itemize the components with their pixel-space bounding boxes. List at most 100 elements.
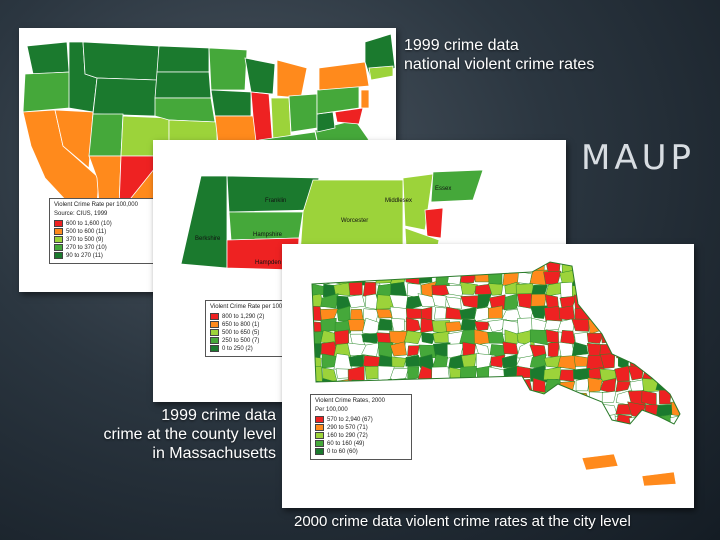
county-legend-count: (2) bbox=[257, 314, 265, 321]
town-polygon bbox=[613, 269, 632, 283]
us-legend-range: 500 to 600 bbox=[66, 229, 95, 236]
town-polygon bbox=[613, 262, 631, 271]
town-polygon bbox=[669, 366, 680, 381]
town-polygon bbox=[589, 427, 602, 440]
town-polygon bbox=[642, 282, 659, 297]
town-polygon bbox=[614, 317, 633, 331]
town-polygon bbox=[670, 270, 680, 287]
state-new-york bbox=[318, 61, 370, 91]
us-legend-count: (10) bbox=[101, 221, 112, 228]
state-iowa bbox=[210, 89, 252, 117]
town-polygon bbox=[459, 281, 478, 295]
town-polygon bbox=[642, 293, 659, 311]
county-label-franklin: Franklin bbox=[265, 198, 287, 204]
town-polygon bbox=[641, 317, 660, 335]
town-polygon bbox=[377, 318, 393, 331]
town-polygon bbox=[669, 296, 680, 309]
town-polygon bbox=[312, 365, 323, 383]
town-polygon bbox=[488, 414, 505, 424]
town-polygon bbox=[460, 402, 479, 417]
town-polygon bbox=[362, 380, 380, 393]
state-wyoming bbox=[92, 77, 158, 117]
town-polygon bbox=[502, 426, 517, 439]
county-legend-range: 250 to 500 bbox=[222, 338, 251, 345]
town-polygon bbox=[405, 308, 423, 320]
town-polygon bbox=[672, 321, 680, 335]
town-polygon bbox=[673, 342, 680, 357]
town-polygon bbox=[669, 262, 680, 274]
town-polygon bbox=[601, 295, 617, 307]
town-polygon bbox=[627, 269, 645, 285]
city-legend-count: (71) bbox=[357, 425, 368, 432]
slide-title: MAUP bbox=[581, 138, 695, 178]
town-polygon bbox=[655, 341, 673, 359]
town-polygon bbox=[544, 282, 563, 297]
state-indiana bbox=[270, 97, 292, 141]
town-polygon bbox=[449, 378, 465, 395]
county-legend-count: (7) bbox=[252, 338, 260, 345]
town-polygon bbox=[559, 381, 576, 394]
town-polygon bbox=[445, 413, 465, 424]
town-polygon bbox=[644, 414, 661, 424]
town-polygon bbox=[459, 269, 478, 284]
city-legend-count: (67) bbox=[362, 417, 373, 424]
town-polygon bbox=[589, 295, 604, 308]
town-polygon bbox=[347, 319, 365, 332]
city-legend-item: 60 to 160 (49) bbox=[315, 440, 407, 448]
town-polygon bbox=[417, 293, 435, 307]
town-polygon bbox=[544, 402, 563, 416]
town-polygon bbox=[312, 321, 324, 333]
town-polygon bbox=[389, 271, 407, 285]
island-nantucket bbox=[641, 471, 677, 487]
county-label-hampshire: Hampshire bbox=[253, 232, 283, 238]
town-polygon bbox=[312, 262, 322, 275]
town-polygon bbox=[516, 426, 533, 438]
town-polygon bbox=[557, 389, 576, 406]
town-polygon bbox=[361, 333, 379, 344]
town-polygon bbox=[488, 366, 507, 382]
town-polygon bbox=[487, 332, 505, 344]
town-polygon bbox=[389, 341, 407, 357]
town-polygon bbox=[445, 262, 463, 275]
town-polygon bbox=[642, 378, 659, 393]
town-polygon bbox=[656, 414, 672, 424]
town-polygon bbox=[673, 284, 680, 298]
town-polygon bbox=[616, 343, 631, 359]
town-polygon bbox=[432, 403, 451, 418]
county-label-worcester: Worcester bbox=[341, 218, 369, 224]
town-polygon bbox=[445, 296, 462, 310]
city-map-panel: Violent Crime Rates, 2000 Per 100,000 57… bbox=[282, 244, 694, 508]
town-polygon bbox=[391, 356, 407, 368]
town-polygon bbox=[515, 378, 533, 394]
town-polygon bbox=[641, 272, 661, 286]
town-polygon bbox=[488, 283, 504, 296]
town-polygon bbox=[504, 329, 520, 345]
us-legend-range: 370 to 500 bbox=[66, 237, 95, 244]
town-polygon bbox=[502, 415, 520, 424]
town-polygon bbox=[530, 305, 548, 319]
town-polygon bbox=[433, 427, 449, 441]
town-polygon bbox=[599, 353, 616, 369]
county-legend-item: 500 to 650 (5) bbox=[210, 329, 310, 337]
town-polygon bbox=[669, 330, 680, 347]
town-polygon bbox=[347, 294, 366, 309]
town-polygon bbox=[445, 321, 463, 333]
town-polygon bbox=[475, 381, 492, 395]
town-polygon bbox=[601, 390, 617, 404]
town-polygon bbox=[574, 262, 591, 273]
town-polygon bbox=[529, 329, 549, 346]
town-polygon bbox=[603, 428, 616, 442]
us-legend-range: 270 to 370 bbox=[66, 245, 95, 252]
caption-city: 2000 crime data violent crime rates at t… bbox=[294, 513, 631, 530]
town-polygon bbox=[431, 262, 448, 274]
town-polygon bbox=[378, 262, 392, 274]
town-polygon bbox=[543, 355, 562, 369]
us-map-legend: Violent Crime Rate per 100,000 Source: C… bbox=[49, 198, 159, 265]
town-polygon bbox=[477, 293, 492, 310]
town-polygon bbox=[643, 333, 658, 344]
town-polygon bbox=[628, 320, 646, 333]
town-polygon bbox=[560, 414, 577, 424]
town-polygon bbox=[445, 306, 462, 320]
state-south-dakota bbox=[154, 71, 212, 99]
town-polygon bbox=[312, 380, 324, 394]
